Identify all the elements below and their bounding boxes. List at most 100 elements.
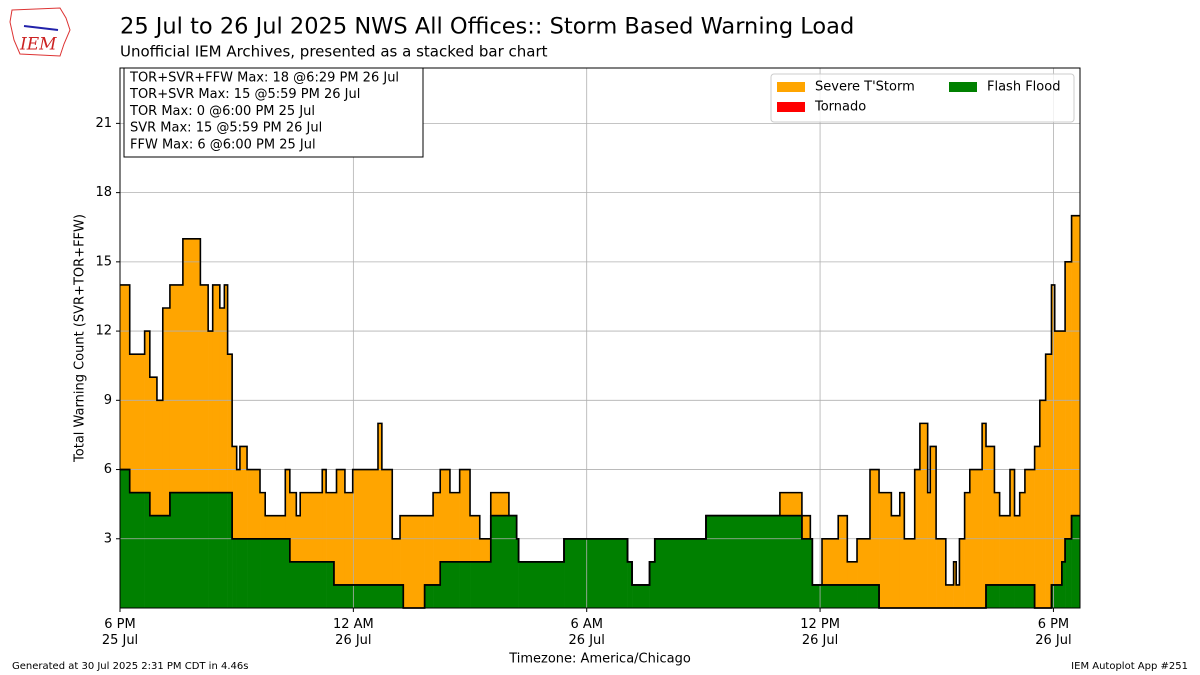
area-step — [999, 515, 1011, 585]
legend-box — [770, 73, 1075, 123]
y-tick-label: 6 — [104, 462, 112, 477]
area-step — [812, 584, 823, 608]
area-step — [400, 515, 404, 585]
x-axis-label: Timezone: America/Chicago — [508, 652, 691, 667]
area-step — [265, 515, 286, 539]
area-step — [200, 492, 209, 608]
area-step — [285, 538, 291, 608]
area-step — [516, 538, 519, 608]
area-step — [424, 515, 434, 585]
area-step — [156, 400, 164, 516]
area-step — [1071, 515, 1081, 608]
area-step — [891, 515, 901, 608]
outlines — [120, 214, 1080, 609]
area-step — [381, 469, 393, 585]
area-step — [654, 538, 707, 608]
area-step — [392, 584, 401, 608]
area-step — [927, 492, 931, 608]
area-step — [219, 492, 225, 608]
logo-icon — [23, 25, 59, 31]
area-step — [564, 538, 628, 608]
area-step — [1054, 331, 1063, 585]
footer-left: Generated at 30 Jul 2025 2:31 PM CDT in … — [12, 661, 248, 672]
area-step — [982, 423, 987, 608]
area-step — [1065, 538, 1072, 608]
y-tick-label: 3 — [104, 531, 112, 546]
area-step — [296, 561, 301, 608]
area-step — [959, 538, 965, 608]
area-step — [208, 331, 213, 493]
area-step — [627, 561, 633, 608]
legend-swatch — [777, 82, 805, 92]
area-step — [260, 538, 266, 608]
area-step — [1061, 561, 1066, 608]
area-step — [247, 469, 261, 539]
area-step — [904, 538, 916, 608]
area-step — [857, 538, 871, 585]
area-step — [144, 331, 151, 493]
area-step — [129, 492, 145, 608]
area-step — [449, 492, 460, 562]
area-step — [236, 538, 241, 608]
area-step — [440, 561, 451, 608]
area-step — [847, 561, 858, 585]
area-step — [936, 538, 947, 608]
area-step — [149, 515, 158, 608]
area-step — [1045, 354, 1052, 608]
area-step — [847, 584, 858, 608]
area-step — [336, 584, 346, 608]
area-step — [129, 354, 145, 493]
plot-frame — [119, 67, 1081, 609]
area-step — [705, 515, 781, 608]
area-step — [326, 492, 335, 562]
area-step — [479, 561, 492, 608]
area-step — [326, 561, 335, 608]
area-step — [459, 561, 471, 608]
area-step — [490, 492, 510, 516]
y-tick-label: 15 — [95, 254, 112, 269]
area-step — [322, 561, 327, 608]
area-step — [289, 492, 297, 562]
area-step — [779, 492, 803, 516]
area-step — [1024, 469, 1035, 585]
y-tick-label: 9 — [104, 393, 112, 408]
area-step — [649, 561, 656, 608]
y-axis-label: Total Warning Count (SVR+TOR+FFW) — [73, 214, 88, 463]
area-step — [956, 584, 960, 608]
area-step — [1061, 331, 1066, 562]
legend: Severe T'Storm Tornado Flash Flood — [777, 80, 1060, 115]
area-step — [449, 561, 460, 608]
chart-subtitle: Unofficial IEM Archives, presented as a … — [120, 43, 548, 61]
area-step — [518, 561, 565, 608]
area-step — [224, 284, 228, 493]
area-step — [239, 538, 248, 608]
area-step — [144, 492, 151, 608]
x-tick-label: 12 PM 26 Jul — [800, 617, 840, 648]
area-step — [479, 538, 492, 562]
area-step — [200, 284, 209, 493]
area-step — [838, 515, 848, 585]
x-tick-label: 6 AM 26 Jul — [569, 617, 605, 648]
area-step — [212, 492, 221, 608]
area-step — [300, 492, 323, 562]
area-step — [801, 515, 811, 539]
area-step — [994, 584, 1000, 608]
area-step — [352, 469, 379, 585]
area-step — [779, 515, 803, 608]
area-step — [182, 492, 201, 608]
y-tick-label: 12 — [95, 324, 112, 339]
area-step — [247, 538, 261, 608]
area-step — [953, 561, 957, 608]
area-step — [490, 515, 510, 608]
area-step — [120, 284, 131, 470]
area-step — [1039, 400, 1046, 608]
area-step — [162, 515, 171, 608]
area-step — [1014, 515, 1021, 585]
area-step — [822, 584, 839, 608]
area-step — [986, 584, 995, 608]
area-step — [919, 423, 928, 608]
annotations: TOR+SVR+FFW Max: 18 @6:29 PM 26 JulTOR+S… — [129, 71, 399, 153]
area-step — [400, 584, 404, 608]
area-step — [1014, 584, 1021, 608]
